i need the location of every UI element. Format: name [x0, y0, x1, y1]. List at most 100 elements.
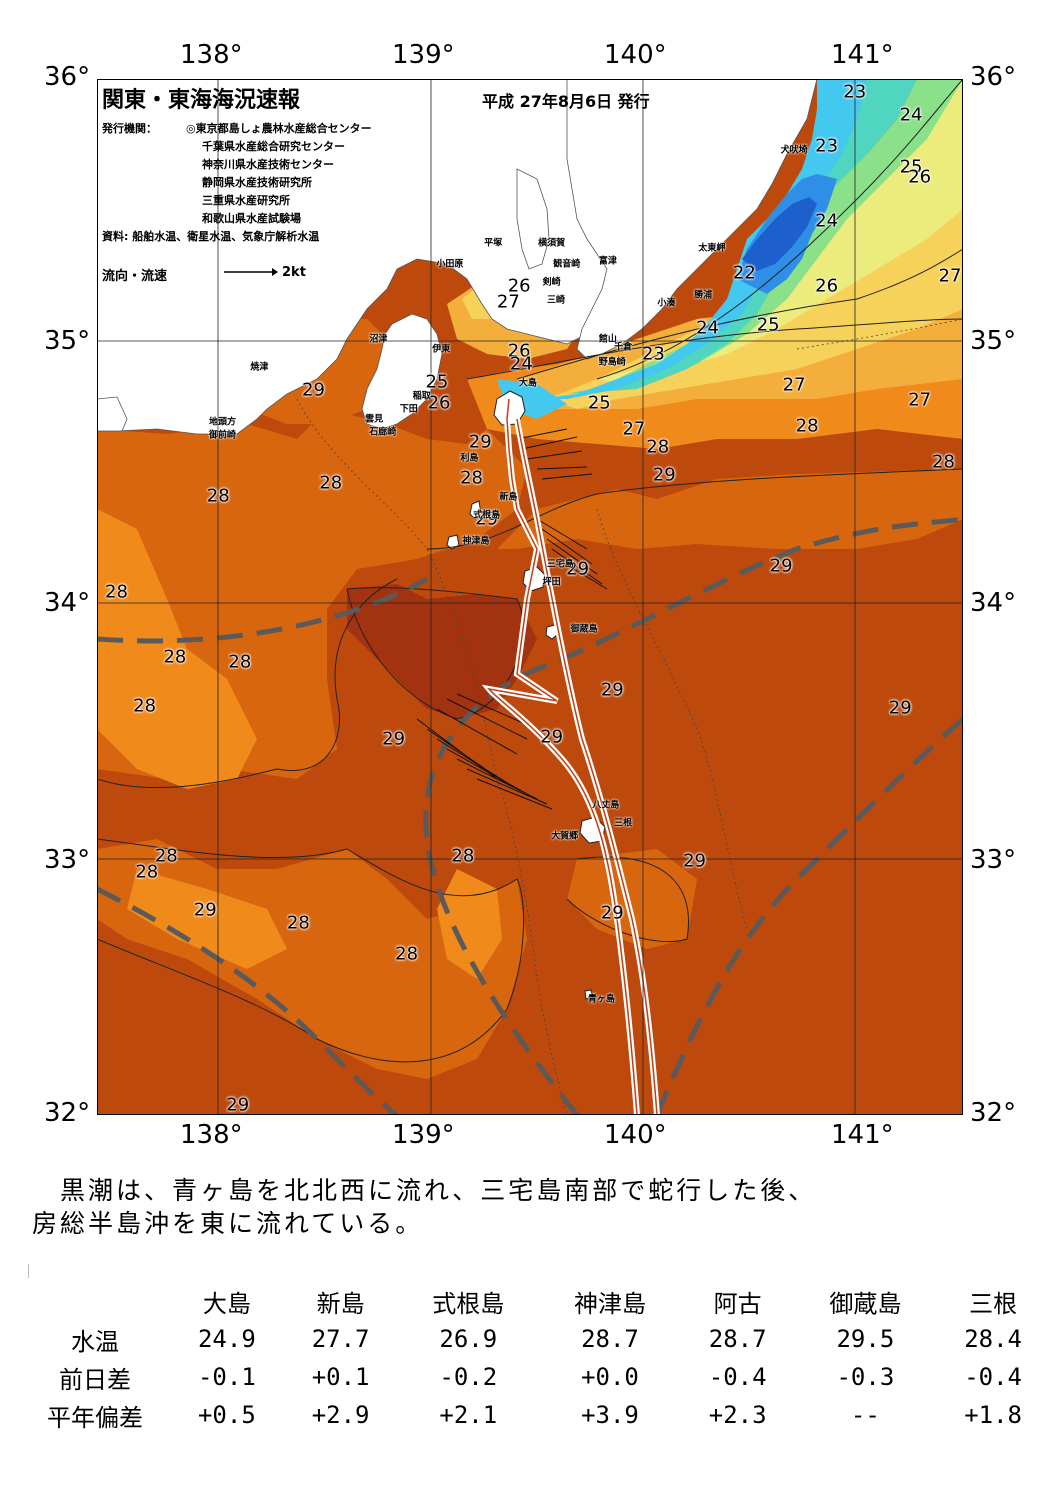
isotherm-label: 24 — [696, 317, 719, 339]
station-header: 神津島 — [573, 1289, 646, 1318]
isotherm-label: 28 — [451, 845, 475, 867]
isotherm-label: 28 — [133, 695, 157, 717]
isotherm-label: 27 — [938, 265, 962, 287]
table-cell: -0.4 — [708, 1363, 767, 1391]
lat-tick-left: 36° — [44, 62, 91, 92]
station-header: 御蔵島 — [829, 1289, 902, 1318]
table-row: 前日差 -0.1 +0.1 -0.2 +0.0 -0.4 -0.3 -0.4 — [20, 1358, 1050, 1396]
table-cell: 26.9 — [439, 1325, 498, 1353]
table-cell: 28.4 — [964, 1325, 1022, 1353]
isotherm-label: 27 — [908, 389, 932, 411]
isotherm-label: 25 — [587, 392, 611, 414]
water-27-west — [97, 509, 257, 789]
isotherm-label: 28 — [228, 651, 252, 673]
graticule — [97, 79, 963, 1115]
lat-tick-right: 33° — [970, 845, 1017, 875]
land-mikurajima — [545, 624, 559, 640]
isotherm-label: 29 — [600, 902, 624, 924]
place-label: 三根 — [614, 818, 633, 829]
place-label: 勝浦 — [694, 290, 713, 301]
table-cell: +0.5 — [197, 1401, 256, 1429]
isotherm-label: 22 — [732, 262, 756, 284]
issuer-item: 和歌山県水産試験場 — [202, 212, 301, 225]
table-cell: 28.7 — [581, 1325, 639, 1353]
place-label: 剣崎 — [542, 277, 561, 288]
lat-tick-right: 32° — [970, 1098, 1017, 1128]
station-header: 三根 — [969, 1289, 1018, 1318]
lon-tick-bottom: 140° — [604, 1120, 667, 1150]
isotherm-label: 29 — [769, 555, 793, 577]
lat-tick-left: 35° — [44, 326, 91, 356]
isotherm-label: 29 — [540, 726, 564, 748]
table-corner — [20, 1282, 170, 1320]
row-label: 前日差 — [59, 1365, 131, 1394]
table-cell: +0.1 — [311, 1363, 370, 1391]
summary-line-2: 房総半島沖を東に流れている。 — [32, 1209, 424, 1238]
table-cell: +3.9 — [581, 1401, 639, 1429]
isotherm-label: 29 — [475, 508, 499, 530]
water-21-ne — [537, 79, 867, 399]
table-cell: -- — [850, 1401, 880, 1429]
lat-tick-left: 33° — [44, 845, 91, 875]
station-header: 式根島 — [432, 1289, 505, 1318]
issuer-item: ◎東京都島しょ農林水産総合センター — [186, 122, 372, 135]
table-cell: 29.5 — [836, 1325, 895, 1353]
station-header: 新島 — [316, 1289, 365, 1318]
isotherm-label: 28 — [163, 646, 187, 668]
water-28-east-strip — [427, 469, 963, 549]
isotherm-label: 28 — [206, 485, 230, 507]
water-24-ne — [597, 79, 963, 384]
table-cell: +2.9 — [311, 1401, 370, 1429]
isotherm-label: 24 — [509, 353, 533, 375]
water-27-sw2 — [437, 869, 502, 979]
place-label: 青ヶ島 — [587, 994, 615, 1005]
isotherm-label: 28 — [105, 581, 128, 603]
table-cell: -0.3 — [836, 1363, 895, 1391]
place-label: 利島 — [460, 453, 479, 464]
table-cell: -0.4 — [964, 1363, 1022, 1391]
table-row: 水温 24.9 27.7 26.9 28.7 28.7 29.5 28.4 — [20, 1320, 1050, 1358]
row-label: 水温 — [71, 1327, 119, 1356]
temperature-contours — [97, 79, 963, 1063]
isotherm-label: 29 — [566, 558, 590, 579]
place-label: 伊東 — [432, 344, 451, 355]
table-row: 平年偏差 +0.5 +2.9 +2.1 +3.9 +2.3 -- +1.8 — [20, 1396, 1050, 1434]
isotherm-label: 29 — [193, 899, 217, 921]
isotherm-label: 29 — [468, 431, 492, 453]
isotherm-label: 28 — [795, 415, 819, 437]
issuer-item: 静岡県水産技術研究所 — [202, 176, 312, 189]
place-label: 平塚 — [484, 238, 503, 249]
lat-tick-left: 32° — [44, 1098, 91, 1128]
isotherm-label: 28 — [154, 845, 178, 867]
place-label: 三宅島 — [546, 559, 574, 570]
isotherm-label: 26 — [507, 275, 531, 297]
isotherm-label: 26 — [815, 275, 839, 297]
issuers-label: 発行機関： — [102, 122, 157, 135]
isotherm-label: 29 — [226, 1094, 250, 1116]
isotherm-label: 27 — [622, 418, 646, 440]
kuroshio-mean-axis — [97, 516, 963, 1115]
place-label: 新島 — [499, 492, 518, 503]
place-label: 焼津 — [250, 362, 269, 373]
isotherm-label: 28 — [319, 472, 343, 494]
issuer-item: 神奈川県水産技術センター — [202, 158, 334, 171]
isotherm-label: 29 — [382, 728, 406, 750]
place-label: 千倉 — [614, 342, 633, 353]
place-label: 小湊 — [657, 298, 676, 309]
row-label: 平年偏差 — [47, 1403, 143, 1432]
lat-tick-right: 34° — [970, 588, 1017, 618]
table-cell: -0.2 — [439, 1363, 498, 1391]
table-cell: 27.7 — [311, 1325, 370, 1353]
isotherm-label: 28 — [646, 436, 670, 458]
place-label: 御蔵島 — [570, 624, 598, 635]
isotherm-label: 26 — [908, 166, 932, 188]
current-vectors — [416, 428, 608, 810]
lon-tick-top: 139° — [392, 40, 455, 70]
depth-contours — [296, 318, 963, 1115]
place-label: 沼津 — [369, 334, 388, 345]
place-label: 大賀郷 — [551, 831, 579, 842]
issuer-item: 三重県水産研究所 — [202, 194, 290, 207]
place-label: 神津島 — [462, 536, 490, 547]
isotherm-label: 28 — [395, 943, 419, 965]
land-boso-peninsula — [566, 79, 818, 360]
